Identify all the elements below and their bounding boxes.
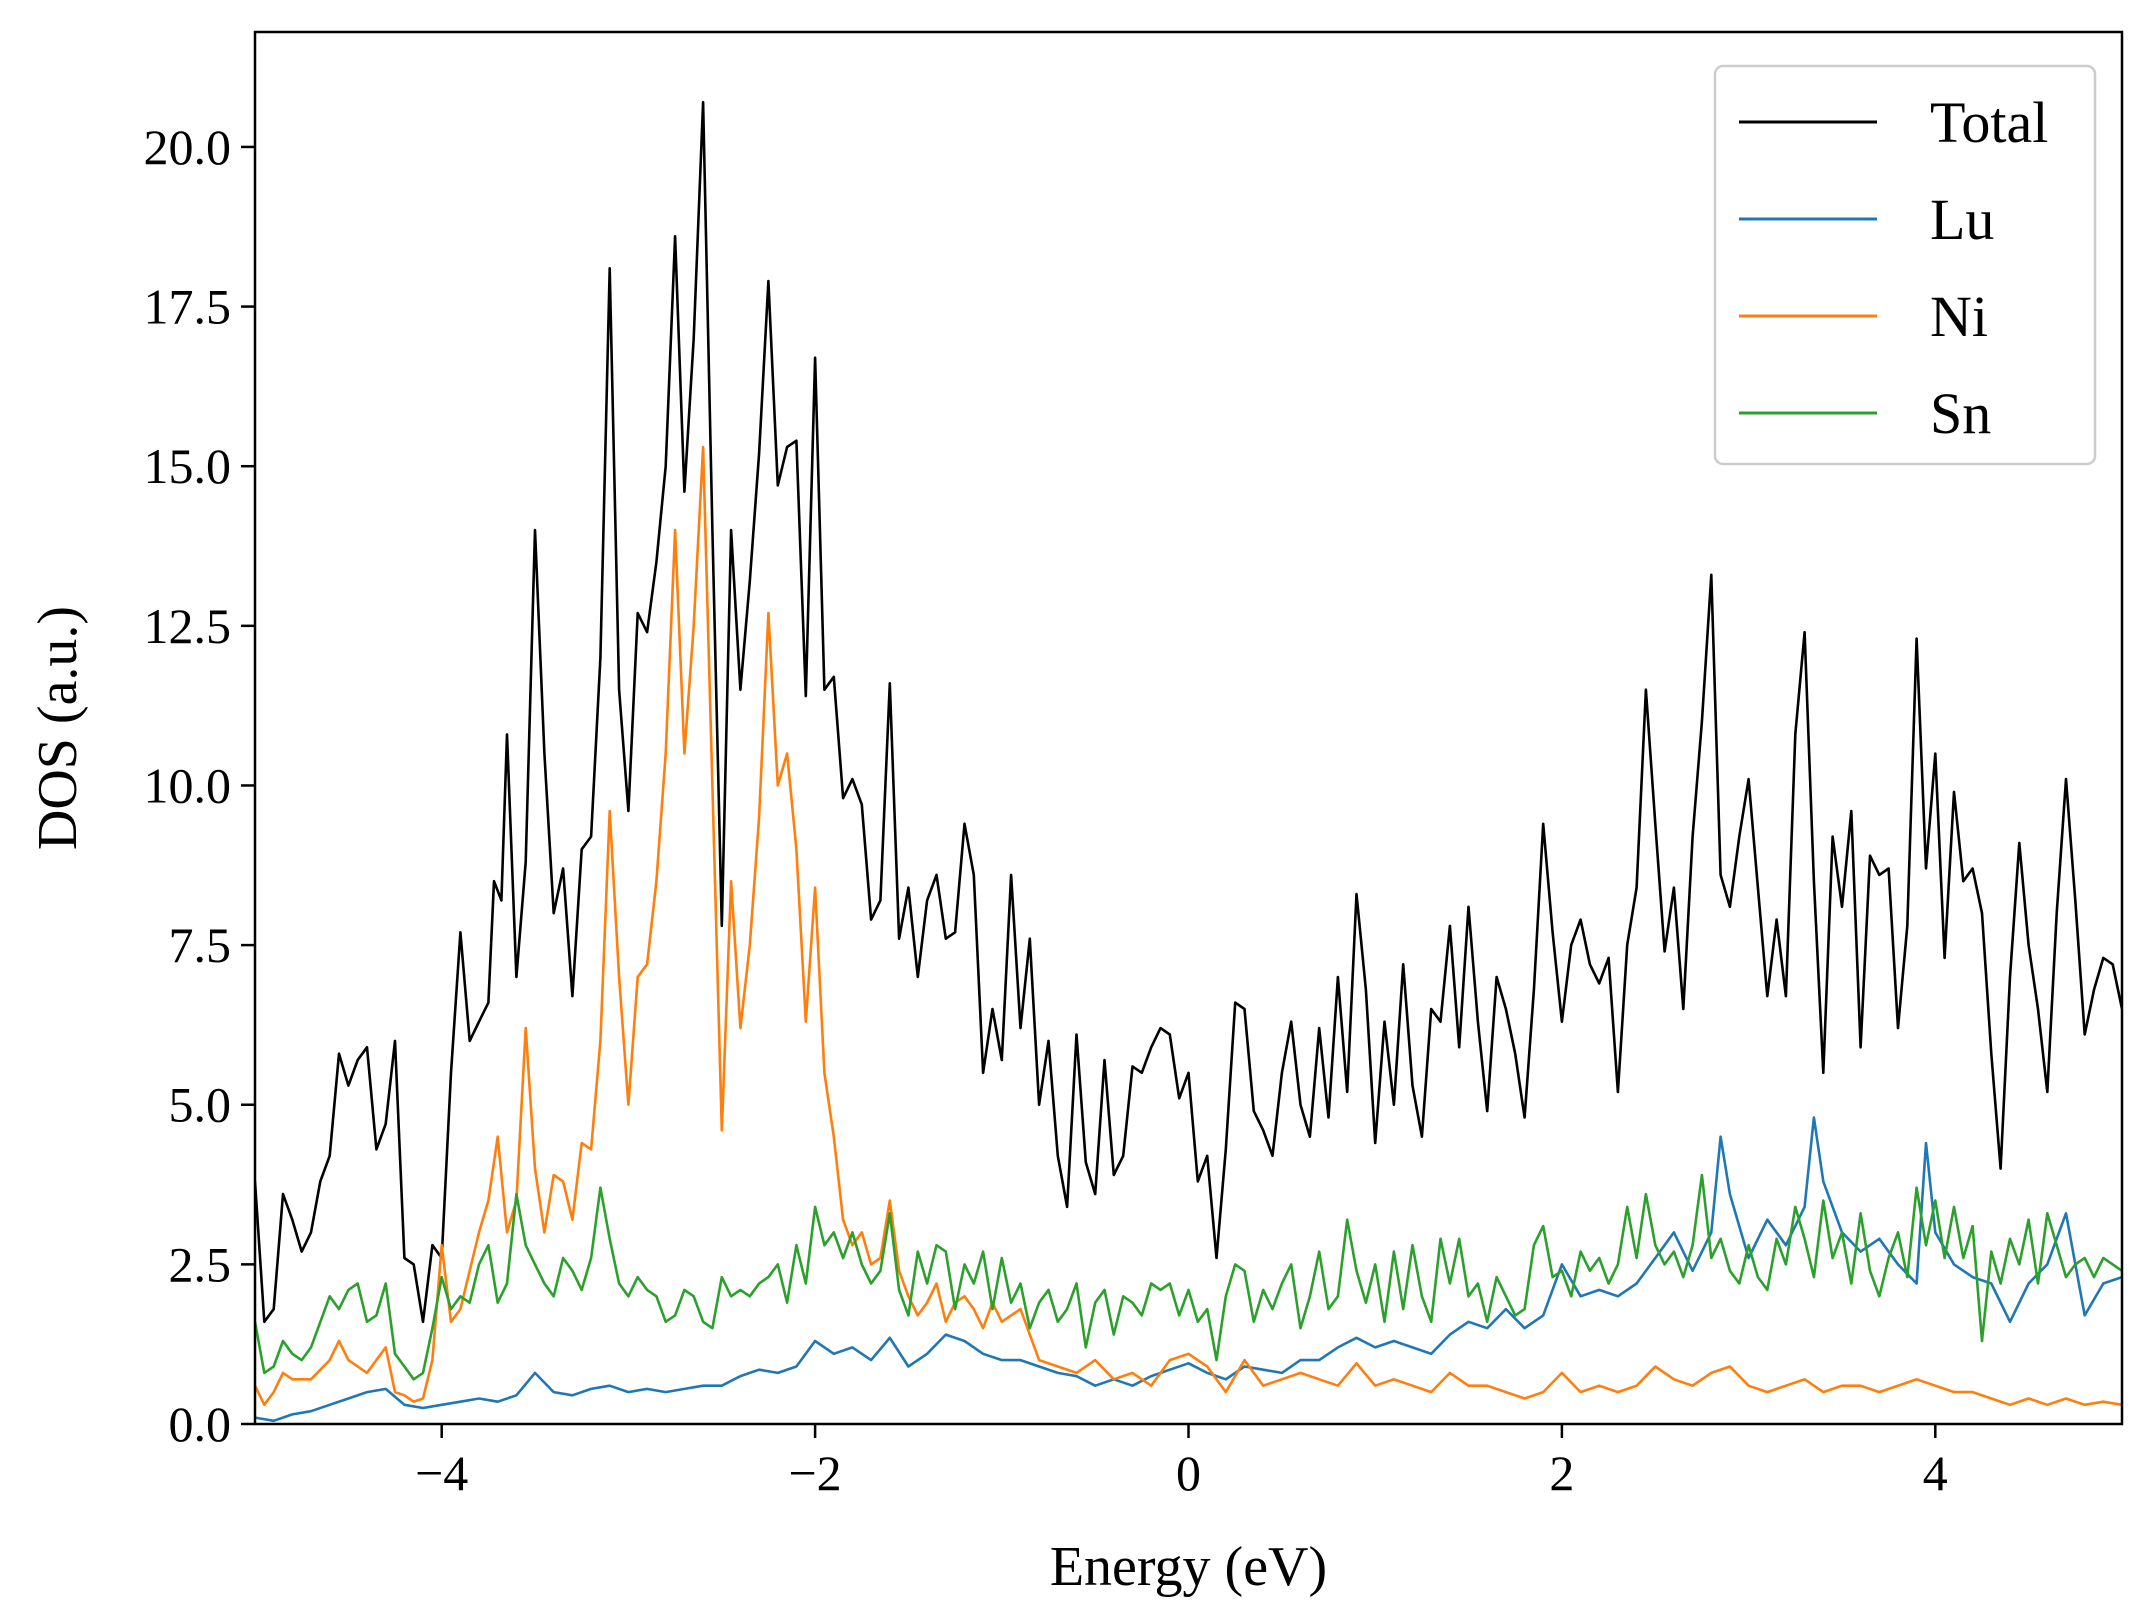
y-tick-label: 10.0 [144, 757, 232, 813]
y-tick-label: 0.0 [169, 1396, 232, 1452]
y-axis-label: DOS (a.u.) [27, 606, 89, 850]
x-tick-label: −4 [415, 1445, 468, 1501]
series-line-total [255, 100, 2122, 1324]
y-tick-label: 7.5 [169, 917, 232, 973]
y-tick-label: 20.0 [144, 119, 232, 175]
y-tick-label: 15.0 [144, 438, 232, 494]
y-tick-label: 17.5 [144, 279, 232, 335]
legend-label: Lu [1930, 187, 1994, 252]
legend: Total Lu Ni Sn [1713, 64, 2097, 466]
legend-label: Total [1930, 90, 2048, 155]
legend-label: Sn [1930, 381, 1991, 446]
y-tick-label: 12.5 [144, 598, 232, 654]
x-axis-label: Energy (eV) [1050, 1536, 1327, 1598]
series-line-sn [255, 1173, 2122, 1381]
legend-box [1713, 64, 2097, 466]
x-tick-label: 2 [1549, 1445, 1574, 1501]
y-tick-label: 2.5 [169, 1236, 232, 1292]
y-tick-label: 5.0 [169, 1077, 232, 1133]
series-line-lu [255, 1116, 2122, 1423]
y-axis: 0.0 2.5 5.0 7.5 10.0 12.5 15.0 17.5 20.0 [144, 119, 255, 1452]
series-line-ni [255, 445, 2122, 1407]
x-axis: −4 −2 0 2 4 [415, 1424, 1948, 1501]
x-tick-label: 0 [1176, 1445, 1201, 1501]
x-tick-label: 4 [1923, 1445, 1948, 1501]
series-layer [255, 100, 2122, 1423]
legend-label: Ni [1930, 284, 1988, 349]
x-tick-label: −2 [788, 1445, 841, 1501]
